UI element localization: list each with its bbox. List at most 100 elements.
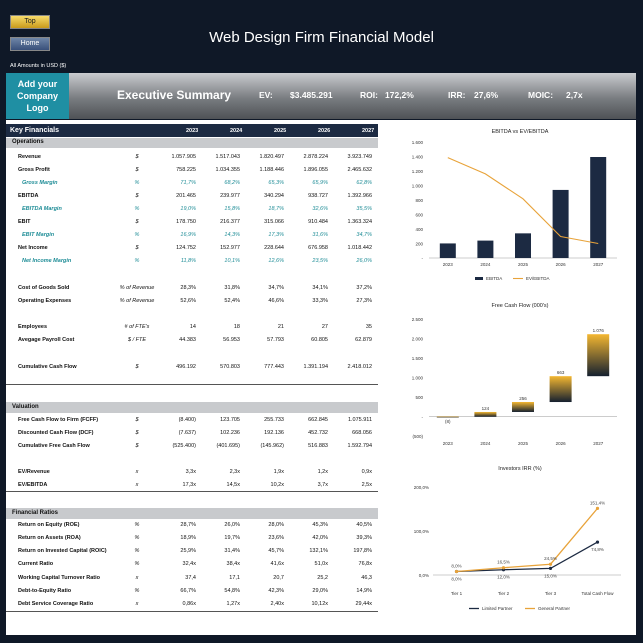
- row-label: Operating Expenses: [18, 298, 72, 304]
- row-value: 10,12x: [311, 601, 328, 607]
- row-value: 25,9%: [180, 548, 196, 554]
- row-label: Net Income Margin: [22, 258, 72, 264]
- row-value: 496.192: [176, 364, 196, 370]
- row-value: 1,27x: [226, 601, 240, 607]
- year-header: 2027: [362, 128, 375, 134]
- line-series: [456, 507, 598, 573]
- line-series: [456, 541, 598, 573]
- row-value: 17,1: [229, 575, 240, 581]
- x-tick-label: 2025: [518, 262, 529, 267]
- row-label: EV/Revenue: [18, 469, 50, 475]
- row-label: EBIT Margin: [22, 232, 55, 238]
- ev-label: EV:: [259, 90, 273, 100]
- row-unit: %: [134, 180, 140, 186]
- company-logo-placeholder[interactable]: Add your Company Logo: [6, 73, 69, 119]
- bar: [552, 189, 569, 258]
- row-value: 51,0x: [314, 561, 328, 567]
- fcf-chart: 2.500 2.000 1.500 1.000 500 - (500) (8) 2023 124 2…: [412, 317, 617, 446]
- row-value: 228.644: [264, 245, 284, 251]
- waterfall-bar: [512, 401, 534, 412]
- row-label: Gross Margin: [22, 180, 58, 186]
- data-point: [501, 566, 506, 570]
- row-value: 1.392.966: [347, 193, 372, 199]
- chart-title: EBITDA vs EV/EBITDA: [491, 129, 549, 135]
- row-value: 2,3x: [229, 469, 240, 475]
- data-label: 12,0%: [497, 575, 510, 580]
- row-value: 1.075.911: [347, 417, 372, 423]
- row-value: 35,5%: [356, 206, 372, 212]
- row-value: 65,3%: [268, 180, 284, 186]
- row-value: 1,9x: [273, 469, 284, 475]
- row-value: 14: [189, 324, 196, 330]
- y-tick-label: (500): [412, 434, 423, 439]
- row-label: Debt-to-Equity Ratio: [18, 588, 72, 594]
- top-button[interactable]: Top: [10, 15, 50, 29]
- row-label: Revenue: [18, 154, 41, 160]
- row-value: 45,7%: [268, 548, 284, 554]
- data-label: 24,5%: [544, 556, 557, 561]
- row-value: 21: [277, 324, 284, 330]
- row-value: 570.803: [220, 364, 240, 370]
- row-value: 14,3%: [224, 232, 240, 238]
- row-value: 31,6%: [312, 232, 328, 238]
- y-tick-label: 0,0%: [419, 573, 429, 578]
- y-tick-label: 1.400: [412, 155, 424, 160]
- row-value: 132,1%: [309, 548, 328, 554]
- year-header: 2025: [274, 128, 287, 134]
- page-title: Web Design Firm Financial Model: [209, 29, 434, 46]
- row-value: 28,0%: [268, 522, 284, 528]
- row-value: 1.188.446: [259, 167, 284, 173]
- y-tick-label: 2.000: [412, 337, 424, 342]
- row-value: 29,44x: [355, 601, 372, 607]
- row-unit: % of Revenue: [119, 298, 155, 304]
- row-value: 315.066: [264, 219, 284, 225]
- table-row: Operating Expenses % of Revenue 52,6% 52,4%…: [6, 297, 378, 307]
- row-label: Working Capital Turnover Ratio: [18, 575, 100, 581]
- data-label: 8,0%: [451, 576, 461, 581]
- key-financials-header: Key Financials: [6, 124, 378, 137]
- data-point: [595, 506, 600, 510]
- table-row: Cumulative Free Cash Flow $ (525.400) (401.…: [6, 442, 378, 452]
- row-unit: x: [135, 601, 139, 607]
- row-unit: x: [135, 575, 139, 581]
- bar: [477, 240, 494, 258]
- row-value: 1.592.794: [347, 443, 372, 449]
- irr-chart: 200,0% 100,0% 0,0% Tier 1 Tier 2 Tier 3 Total …: [414, 485, 621, 611]
- row-value: 39,3%: [356, 535, 372, 541]
- row-value: 57.793: [267, 337, 284, 343]
- row-value: 23,5%: [312, 258, 328, 264]
- data-label: 124: [482, 406, 490, 411]
- row-value: 52,6%: [180, 298, 196, 304]
- row-unit: x: [135, 482, 139, 488]
- row-value: 0,86x: [182, 601, 196, 607]
- row-value: 41,6x: [270, 561, 284, 567]
- valuation-band: [6, 402, 378, 413]
- roi-label: ROI:: [360, 90, 378, 100]
- table-row: EBIT $178.750 216.377 315.066 910.484 1.363.3…: [6, 218, 378, 228]
- row-value: 20,7: [273, 575, 284, 581]
- row-value: 1.363.324: [347, 219, 372, 225]
- summary-banner: [6, 73, 636, 119]
- data-label: 663: [557, 370, 565, 375]
- irr-label: IRR:: [448, 90, 466, 100]
- row-value: 239.977: [220, 193, 240, 199]
- row-value: 34,7%: [356, 232, 372, 238]
- row-value: 62,8%: [356, 180, 372, 186]
- x-tick-label: 2025: [518, 441, 529, 446]
- row-label: Discounted Cash Flow (DCF): [18, 430, 94, 436]
- row-value: 11,8%: [180, 258, 196, 264]
- row-value: 56.953: [223, 337, 240, 343]
- waterfall-bar: [587, 334, 610, 377]
- row-value: 40,5%: [356, 522, 372, 528]
- row-value: 52,4%: [224, 298, 240, 304]
- row-unit: $: [135, 219, 139, 225]
- year-header: 2026: [318, 128, 331, 134]
- row-unit: %: [134, 232, 140, 238]
- home-button[interactable]: Home: [10, 37, 50, 51]
- row-value: 12,6%: [268, 258, 284, 264]
- irr-value: 27,6%: [474, 90, 499, 100]
- currency-note: All Amounts in USD ($): [10, 63, 67, 69]
- row-value: 38,4x: [226, 561, 240, 567]
- table-row: Net Income $124.752 152.977 228.644 676.958 1…: [6, 244, 378, 254]
- row-value: 1.034.355: [215, 167, 240, 173]
